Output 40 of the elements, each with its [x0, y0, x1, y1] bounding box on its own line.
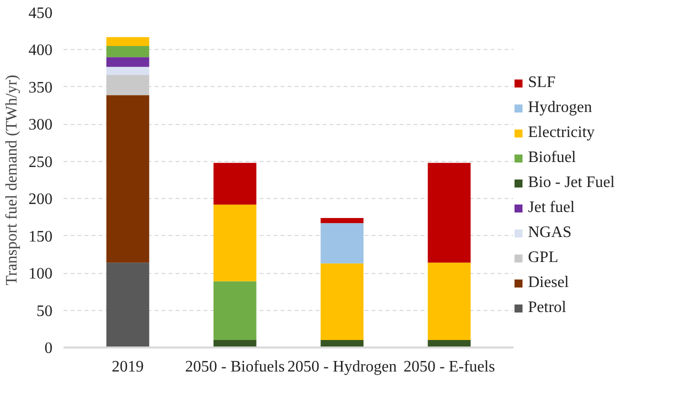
- legend-label: Petrol: [528, 299, 566, 317]
- y-tick-label: 200: [28, 191, 52, 208]
- y-tick-label: 100: [28, 266, 52, 283]
- bar: [106, 37, 150, 46]
- x-tick-label: 2050 - E-fuels: [403, 358, 495, 376]
- legend-label: Biofuel: [528, 149, 576, 167]
- x-tick-label: 2050 - Hydrogen: [287, 358, 397, 376]
- bar: [320, 263, 364, 340]
- y-tick-label: 50: [36, 302, 52, 320]
- y-tick-label: 450: [28, 5, 52, 22]
- bar: [106, 57, 150, 67]
- y-tick-label: 300: [28, 116, 52, 134]
- bar: [106, 262, 150, 348]
- legend-label: Jet fuel: [528, 199, 575, 217]
- bar: [106, 75, 150, 96]
- bar: [214, 162, 256, 205]
- legend-label: Hydrogen: [528, 99, 592, 117]
- bar: [106, 66, 150, 76]
- y-tick-label: 250: [28, 154, 52, 171]
- y-tick-label: 0: [44, 340, 52, 357]
- legend-label: NGAS: [528, 224, 572, 242]
- legend-label: SLF: [528, 74, 556, 92]
- x-tick-label: 2019: [112, 358, 144, 376]
- bar: [428, 162, 471, 263]
- bar: [428, 262, 471, 340]
- legend-label: Diesel: [528, 274, 569, 292]
- bar: [106, 46, 150, 58]
- y-tick-label: 150: [28, 228, 52, 246]
- legend-label: GPL: [528, 249, 558, 267]
- bar: [320, 218, 364, 224]
- bar: [106, 95, 150, 263]
- x-tick-label: 2050 - Biofuels: [185, 358, 285, 376]
- bar: [320, 223, 364, 264]
- legend-label: Bio - Jet Fuel: [528, 174, 615, 192]
- bar: [214, 281, 256, 340]
- y-axis-title: Transport fuel demand (TWh/yr): [4, 74, 20, 286]
- y-tick-label: 400: [28, 42, 52, 60]
- bar: [214, 204, 256, 282]
- y-tick-label: 350: [28, 79, 52, 96]
- legend-label: Electricity: [528, 124, 595, 142]
